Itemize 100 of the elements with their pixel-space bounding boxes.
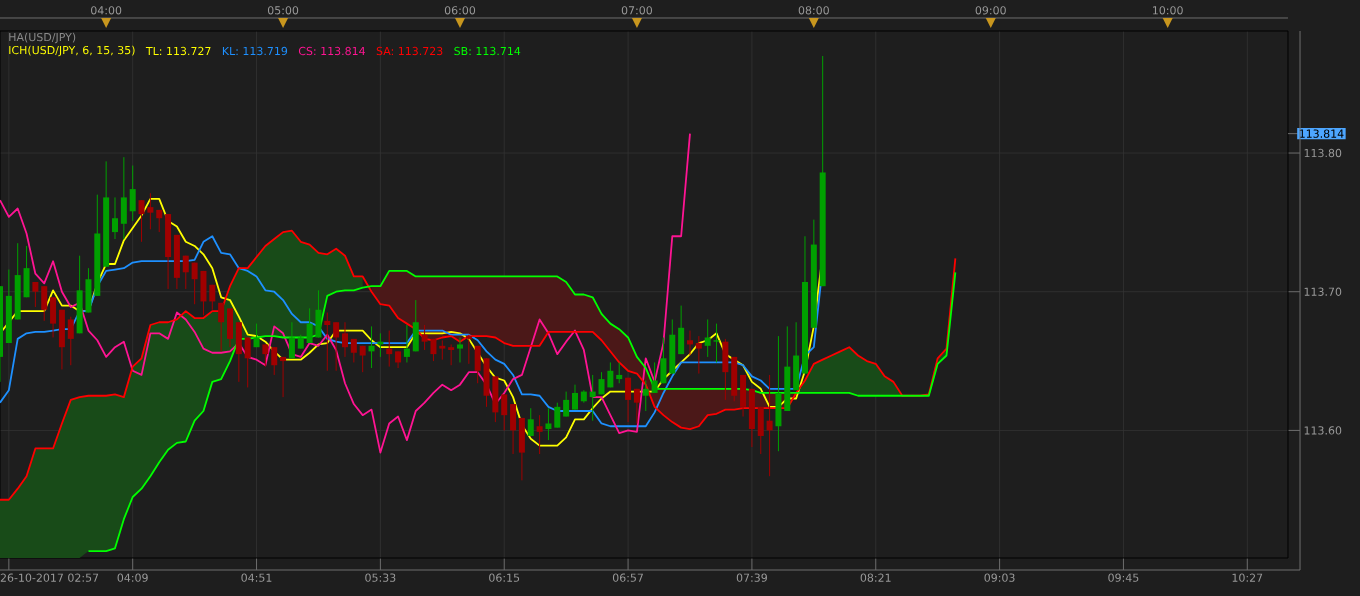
y-tick-label: 113.814 (1299, 129, 1344, 138)
text: TL: 113.727 (145, 46, 211, 56)
candlestick (67, 316, 74, 366)
candlestick (731, 356, 738, 402)
candlestick (633, 388, 640, 424)
candlestick (165, 213, 172, 290)
candlestick (350, 338, 357, 363)
y-tick-label: 113.60 (1304, 426, 1342, 435)
text: SB: 113.714 (454, 46, 521, 56)
candlestick (147, 192, 154, 230)
x-tick-label: 06:57 (612, 573, 643, 582)
candlestick (156, 209, 163, 233)
candlestick (642, 379, 649, 412)
candlestick (50, 296, 57, 338)
candlestick (819, 55, 826, 287)
candlestick (483, 357, 490, 408)
candlestick (563, 391, 570, 418)
candlestick (103, 160, 110, 268)
candlestick (271, 346, 278, 376)
x2-tick-label: 10:00 (1153, 6, 1183, 15)
candlestick (669, 318, 676, 375)
candlestick (403, 324, 410, 363)
candlestick (775, 335, 782, 452)
candlestick (341, 321, 348, 358)
candlestick (554, 402, 561, 429)
candlestick (58, 309, 65, 370)
candlestick (120, 156, 127, 240)
candlestick (448, 343, 455, 366)
candlestick (94, 194, 101, 297)
candlestick (14, 242, 21, 320)
candlestick (32, 281, 39, 308)
candlestick (244, 336, 251, 388)
text: KL: 113.719 (222, 46, 288, 56)
candlestick (651, 361, 658, 394)
candlestick (306, 307, 313, 344)
candlestick (456, 336, 463, 363)
candlestick (518, 417, 525, 481)
candlestick (138, 199, 145, 243)
candlestick (85, 267, 92, 314)
candlestick (421, 324, 428, 351)
candlestick (607, 361, 614, 388)
x-tick-label: 07:39 (736, 573, 767, 582)
candlestick (333, 321, 340, 372)
candlestick (227, 307, 233, 348)
candlestick (704, 318, 711, 358)
x2-tick-label: 05:00 (267, 6, 299, 15)
candlestick (280, 356, 287, 398)
x2-tick-label: 04:00 (91, 6, 122, 15)
candlestick (465, 334, 472, 365)
candlestick (368, 325, 375, 369)
candlestick (182, 255, 189, 290)
x-tick-label: 26-10-2017 02:57 (0, 573, 99, 582)
x-tick-label: 06:15 (489, 573, 520, 582)
candlestick (536, 414, 543, 455)
candlestick (793, 321, 800, 391)
candlestick (625, 377, 632, 423)
candlestick (757, 406, 764, 455)
candlestick (713, 323, 720, 363)
x-tick-label: 05:33 (365, 573, 396, 582)
candlestick (235, 321, 242, 383)
candlestick (439, 339, 446, 361)
candlestick (589, 374, 596, 422)
chart-title: HA(USD/JPY) (9, 32, 76, 44)
x-tick-label: 09:45 (1108, 573, 1139, 582)
candlestick (801, 235, 808, 375)
candlestick (5, 269, 12, 344)
candlestick (23, 245, 30, 298)
candlestick (510, 403, 517, 455)
candlestick (253, 323, 260, 348)
candlestick (616, 361, 623, 384)
x-tick-label: 08:21 (860, 573, 891, 582)
candlestick (430, 338, 437, 362)
candlestick (191, 262, 198, 305)
x-tick-label: 04:09 (117, 573, 148, 582)
candlestick (501, 393, 508, 431)
candlestick (748, 388, 755, 448)
candlestick (41, 285, 48, 322)
x2-tick-label: 06:00 (444, 6, 476, 15)
text: CS: 113.814 (298, 46, 365, 56)
legend-title: ICH(USD/JPY, 6, 15, 35) (9, 45, 135, 57)
candlestick (359, 345, 366, 373)
candlestick (262, 343, 269, 368)
candlestick (722, 338, 729, 401)
line-series (0, 132, 691, 454)
text: SA: 113.723 (376, 46, 443, 56)
candlestick (598, 371, 605, 395)
candlestick (76, 255, 83, 334)
candlestick (218, 302, 225, 352)
candlestick (678, 305, 685, 355)
candlestick (766, 374, 773, 477)
candlestick (112, 196, 118, 240)
candlestick (324, 312, 331, 372)
x-tick-label: 09:03 (984, 573, 1015, 582)
candlestick (492, 375, 499, 423)
candlestick (810, 219, 817, 329)
candlestick (173, 234, 180, 290)
x-tick-label: 04:51 (241, 573, 272, 582)
candlestick (545, 407, 552, 441)
candlestick (386, 330, 393, 368)
candlestick (784, 325, 791, 412)
